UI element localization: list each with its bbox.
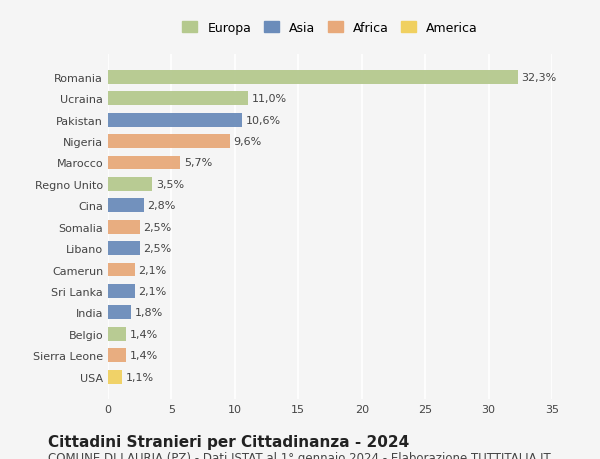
Text: 1,4%: 1,4% (130, 350, 158, 360)
Bar (108, 370, 122, 384)
Bar (108, 241, 140, 256)
Text: 2,1%: 2,1% (139, 265, 167, 275)
Text: 2,1%: 2,1% (139, 286, 167, 296)
Text: 9,6%: 9,6% (233, 137, 262, 147)
Text: 10,6%: 10,6% (246, 115, 281, 125)
Bar (108, 178, 152, 191)
Text: 1,8%: 1,8% (134, 308, 163, 318)
Legend: Europa, Asia, Africa, America: Europa, Asia, Africa, America (178, 17, 482, 39)
Text: 11,0%: 11,0% (251, 94, 286, 104)
Bar (108, 263, 134, 277)
Text: 2,8%: 2,8% (148, 201, 176, 211)
Text: 1,1%: 1,1% (126, 372, 154, 382)
Bar (108, 156, 181, 170)
Text: COMUNE DI LAURIA (PZ) - Dati ISTAT al 1° gennaio 2024 - Elaborazione TUTTITALIA.: COMUNE DI LAURIA (PZ) - Dati ISTAT al 1°… (48, 451, 551, 459)
Bar (108, 71, 518, 84)
Text: 3,5%: 3,5% (156, 179, 184, 190)
Bar (108, 135, 230, 149)
Bar (108, 220, 140, 234)
Bar (108, 113, 242, 127)
Bar (108, 306, 131, 319)
Text: 32,3%: 32,3% (521, 73, 557, 83)
Bar (108, 327, 126, 341)
Text: 1,4%: 1,4% (130, 329, 158, 339)
Text: 2,5%: 2,5% (143, 222, 172, 232)
Text: Cittadini Stranieri per Cittadinanza - 2024: Cittadini Stranieri per Cittadinanza - 2… (48, 434, 409, 449)
Text: 2,5%: 2,5% (143, 244, 172, 253)
Bar (108, 92, 248, 106)
Bar (108, 199, 143, 213)
Bar (108, 348, 126, 362)
Text: 5,7%: 5,7% (184, 158, 212, 168)
Bar (108, 284, 134, 298)
